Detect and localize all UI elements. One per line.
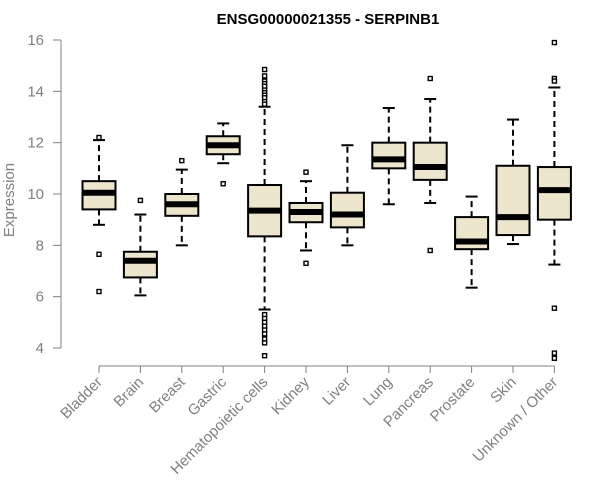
outlier-point bbox=[96, 288, 102, 295]
outlier-point bbox=[261, 66, 268, 73]
outlier-point bbox=[261, 101, 268, 107]
x-tick-label: Lung bbox=[360, 374, 396, 410]
outlier-point bbox=[261, 353, 268, 359]
outlier-point bbox=[179, 157, 185, 164]
y-axis: 4 6 8 10 12 14 16 bbox=[27, 32, 61, 357]
y-tick-label: 6 bbox=[36, 289, 44, 306]
outlier-point bbox=[427, 75, 433, 82]
box-group bbox=[205, 122, 241, 187]
box-group bbox=[247, 66, 283, 359]
outlier-point bbox=[261, 73, 268, 79]
x-tick-label: Kidney bbox=[268, 373, 313, 418]
x-tick-label: Skin bbox=[487, 374, 520, 407]
y-tick-label: 4 bbox=[36, 340, 44, 357]
outlier-point bbox=[220, 181, 226, 187]
y-axis-label: Expression bbox=[1, 163, 18, 237]
box-group bbox=[412, 75, 448, 254]
box-group bbox=[371, 107, 407, 206]
x-tick-label: Brain bbox=[110, 374, 147, 411]
box-group bbox=[454, 195, 490, 289]
x-tick-label: Liver bbox=[319, 374, 354, 409]
iqr-box bbox=[495, 164, 531, 237]
iqr-box bbox=[371, 141, 407, 170]
box-group bbox=[329, 144, 365, 247]
x-tick-label: Breast bbox=[146, 373, 189, 416]
outlier-point bbox=[303, 260, 309, 266]
outlier-point bbox=[427, 247, 433, 254]
x-tick-label: Bladder bbox=[57, 374, 106, 423]
chart-title: ENSG00000021355 - SERPINB1 bbox=[217, 11, 440, 28]
box-group bbox=[81, 134, 117, 295]
box-group bbox=[495, 118, 531, 246]
outlier-point bbox=[303, 169, 309, 175]
y-tick-label: 16 bbox=[27, 32, 44, 49]
iqr-box bbox=[536, 166, 572, 221]
x-tick-label: Prostate bbox=[427, 374, 479, 426]
y-tick-label: 12 bbox=[27, 135, 44, 152]
outlier-point bbox=[551, 350, 558, 356]
box-group bbox=[288, 169, 324, 266]
outlier-point bbox=[261, 340, 268, 346]
iqr-box bbox=[329, 191, 365, 229]
iqr-box bbox=[412, 141, 448, 181]
y-tick-label: 10 bbox=[27, 186, 44, 203]
outlier-point bbox=[96, 251, 102, 258]
y-tick-label: 14 bbox=[27, 83, 44, 100]
y-tick-label: 8 bbox=[36, 237, 44, 254]
box-group bbox=[164, 157, 200, 247]
box-series bbox=[81, 39, 572, 361]
iqr-box bbox=[122, 250, 158, 279]
box-group bbox=[536, 39, 572, 361]
outlier-point bbox=[96, 134, 102, 141]
outlier-point bbox=[261, 331, 268, 337]
outlier-point bbox=[137, 197, 144, 204]
outlier-point bbox=[551, 78, 558, 84]
outlier-point bbox=[551, 39, 558, 46]
box-group bbox=[122, 197, 158, 297]
outlier-point bbox=[551, 355, 558, 361]
outlier-point bbox=[551, 305, 558, 311]
